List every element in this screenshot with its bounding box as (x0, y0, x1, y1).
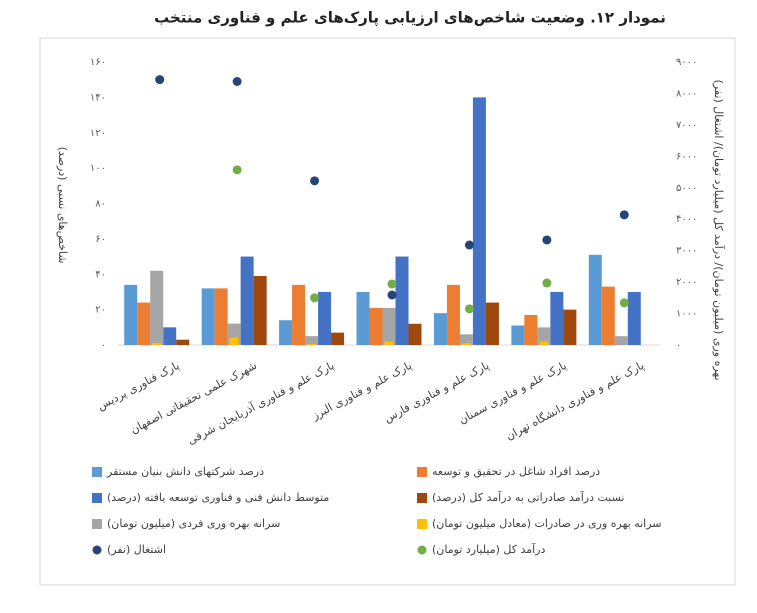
bar (305, 336, 319, 345)
legend-marker (92, 545, 102, 555)
y-tick-label: ۶۰ (95, 234, 106, 245)
bar (163, 327, 177, 345)
legend-marker (417, 467, 427, 477)
y2-tick-label: ۰ (676, 340, 681, 351)
legend-marker (417, 545, 427, 555)
chart-title: نمودار ۱۲. وضعیت شاخص‌های ارزیابی پارک‌ه… (154, 9, 666, 28)
bar (524, 314, 538, 345)
bar (614, 336, 628, 345)
dot (310, 293, 320, 303)
dot (619, 210, 629, 220)
dot (464, 304, 474, 314)
bar (588, 254, 602, 345)
bar (382, 307, 396, 345)
dot (232, 165, 242, 175)
bar (601, 286, 615, 345)
x-tick-label: شهرک علمی تحقیقاتی اصفهان (128, 359, 259, 437)
y2-axis-title: بهره وری (میلیون تومان)/ درآمد کل (میلیا… (712, 79, 726, 380)
legend-marker (417, 519, 427, 529)
y2-tick-label: ۱۰۰۰ (676, 309, 697, 320)
legend-label: درصد افراد شاغل در تحقیق و توسعه (432, 465, 600, 479)
bar (229, 337, 239, 345)
bar (485, 302, 499, 345)
bar (472, 97, 486, 345)
y2-tick-label: ۹۰۰۰ (676, 57, 697, 68)
bar (331, 332, 345, 345)
dot (155, 75, 165, 85)
bar (537, 327, 551, 345)
bar (152, 343, 162, 345)
y2-tick-label: ۸۰۰۰ (676, 88, 697, 99)
dot (387, 290, 397, 300)
legend-marker (92, 467, 102, 477)
y2-tick-label: ۳۰۰۰ (676, 246, 697, 257)
bar (124, 284, 138, 345)
bar (461, 343, 471, 345)
dot (619, 298, 629, 308)
y2-tick-label: ۷۰۰۰ (676, 120, 697, 131)
bar (563, 309, 577, 345)
y-tick-label: ۱۴۰ (90, 92, 106, 103)
legend-label: درصد شرکتهای دانش بنیان مستقر (106, 465, 264, 478)
y-axis-title: شاخص‌های نسبی (درصد) (56, 147, 69, 264)
bar (627, 291, 641, 345)
y-tick-label: ۴۰ (95, 269, 106, 280)
dot (542, 235, 552, 245)
bar (395, 256, 409, 345)
dot (310, 176, 320, 186)
y2-tick-label: ۵۰۰۰ (676, 183, 697, 194)
bar (356, 291, 370, 345)
bar (408, 323, 422, 345)
legend-marker (92, 493, 102, 503)
y-tick-label: ۰ (101, 340, 106, 351)
dot (542, 278, 552, 288)
bar (446, 284, 460, 345)
dot (232, 76, 242, 86)
legend-label: متوسط دانش فنی و فناوری توسعه یافته (درص… (107, 491, 329, 504)
bar (459, 334, 473, 345)
y-tick-label: ۲۰ (95, 305, 106, 316)
bar (214, 288, 228, 345)
bar (318, 291, 332, 345)
legend-label: درآمد کل (میلیارد تومان) (432, 542, 545, 556)
y2-tick-label: ۶۰۰۰ (676, 151, 697, 162)
bar (201, 288, 215, 345)
dot (387, 279, 397, 289)
bar (511, 325, 525, 345)
bar (433, 313, 447, 345)
x-tick-label: پارک علم و فناوری دانشگاه تهران (504, 359, 646, 443)
y-tick-label: ۸۰ (95, 199, 106, 210)
y-tick-label: ۱۶۰ (90, 57, 106, 68)
legend-label: سرانه بهره وری در صادرات (معادل میلیون ت… (432, 517, 662, 530)
y2-tick-label: ۴۰۰۰ (676, 214, 697, 225)
chart-frame (39, 37, 736, 586)
bar (369, 307, 383, 345)
bar (137, 302, 151, 345)
legend-label: اشتغال (نفر) (107, 543, 166, 556)
bar (292, 284, 306, 345)
bar (279, 320, 293, 345)
y-tick-label: ۱۰۰ (90, 163, 106, 174)
bar (253, 276, 267, 345)
y-tick-label: ۱۲۰ (90, 128, 106, 139)
legend-marker (417, 493, 427, 503)
bar (384, 341, 394, 345)
y2-tick-label: ۲۰۰۰ (676, 277, 697, 288)
bar (240, 256, 254, 345)
bar (307, 344, 317, 345)
bar (150, 270, 164, 345)
bar (176, 339, 190, 345)
legend-label: نسبت درآمد صادراتی به درآمد کل (درصد) (432, 490, 624, 504)
bar (539, 341, 549, 345)
dot (464, 240, 474, 250)
bar (550, 291, 564, 345)
legend-label: سرانه بهره وری فردی (میلیون تومان) (107, 517, 280, 530)
legend-marker (92, 519, 102, 529)
x-tick-label: پارک علم و فناوری آذربایجان شرقی (185, 358, 336, 447)
